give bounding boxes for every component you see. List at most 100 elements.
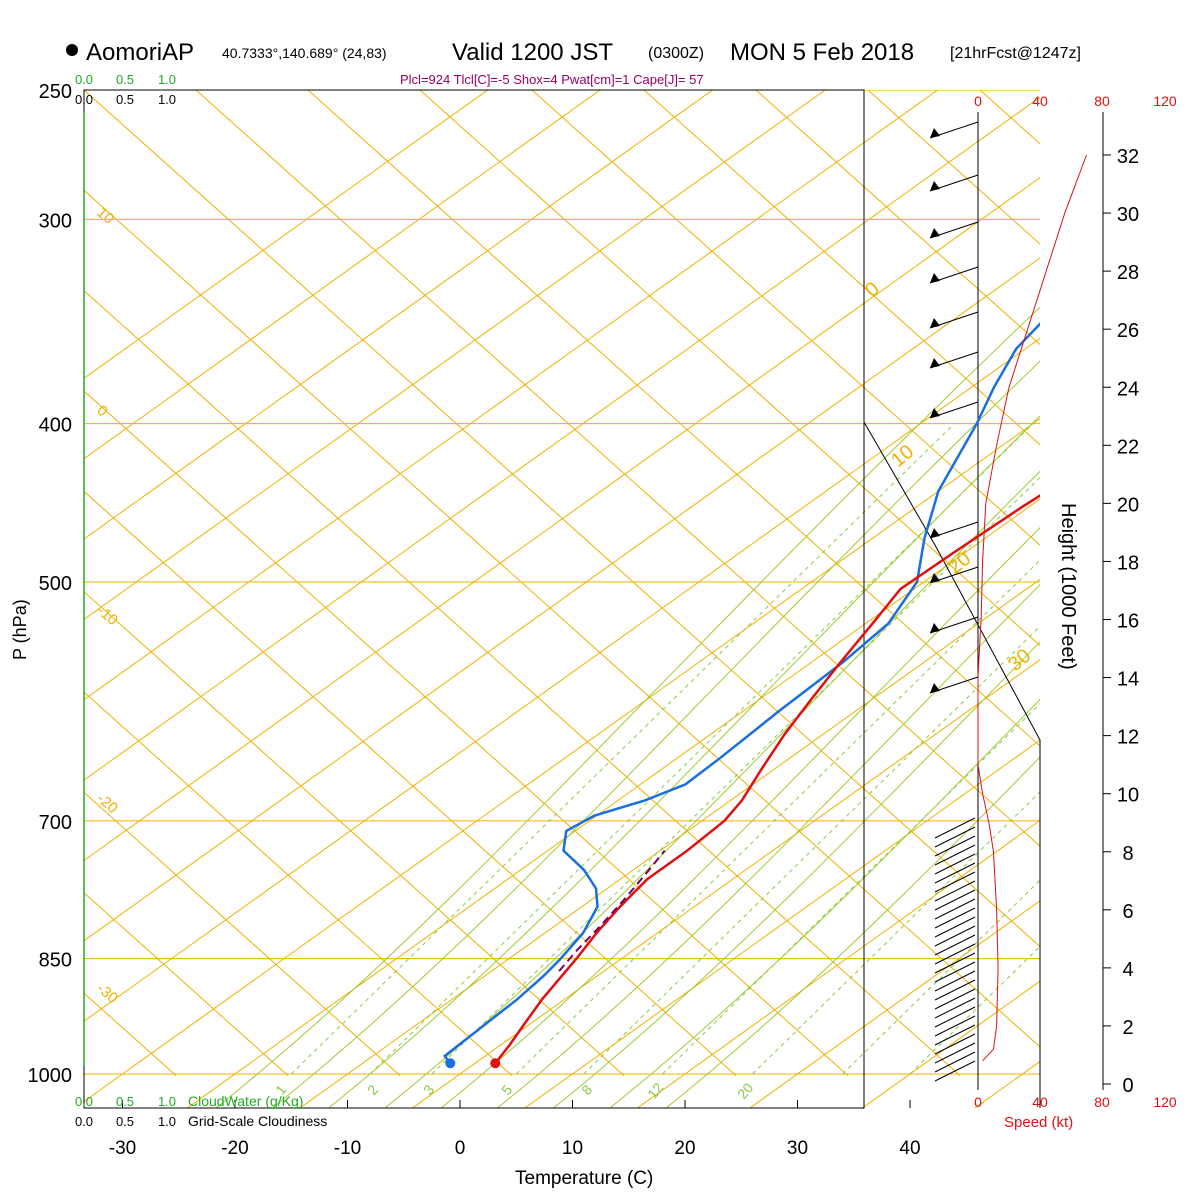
adiabat-line — [84, 992, 177, 1076]
station-name: AomoriAP — [86, 39, 194, 66]
wind-barb — [934, 1015, 976, 1037]
moist-adiabat-line — [552, 641, 1040, 1108]
forecast-info: [21hrFcst@1247z] — [950, 45, 1081, 62]
cloudiness-tick-top: 0.0 — [75, 92, 93, 107]
speed-tick-top: 120 — [1153, 93, 1177, 109]
stability-indices: Plcl=924 Tlcl[C]=-5 Shox=4 Pwat[cm]=1 Ca… — [400, 72, 704, 87]
adiabat-line — [419, 90, 1040, 647]
x-tick-label: 10 — [562, 1138, 583, 1159]
wind-barb — [934, 1051, 976, 1073]
dewpoint-profile-line — [442, 322, 1040, 1065]
mixing-ratio-line — [842, 879, 1040, 1075]
wind-barb — [934, 1006, 976, 1028]
height-tick-label: 4 — [1122, 959, 1133, 981]
cloudiness-tick-top: 0.5 — [116, 92, 134, 107]
wind-barb-flag — [930, 573, 940, 583]
wind-barb — [934, 934, 976, 956]
adiabat-line — [195, 90, 1040, 847]
wind-barb — [934, 853, 976, 875]
pressure-tick-label: 300 — [39, 210, 72, 232]
adiabat-line — [84, 189, 1040, 1048]
isotherm-line — [84, 176, 1040, 862]
speed-tick-top: 0 — [974, 93, 982, 109]
height-tick-label: 8 — [1122, 843, 1133, 865]
height-tick-label: 6 — [1122, 901, 1133, 923]
station-dot-icon — [66, 44, 78, 56]
wind-barb-flag — [930, 181, 940, 191]
wind-barb — [934, 970, 976, 992]
wind-barb — [934, 988, 976, 1010]
height-tick-label: 0 — [1122, 1075, 1133, 1097]
isotherm-line — [861, 980, 1040, 1108]
isotherm-line — [411, 659, 1040, 1108]
mixing-ratio-line — [583, 625, 1040, 1075]
adiabat-line — [84, 390, 849, 1076]
moist-adiabat-line — [271, 360, 1040, 1108]
moist-adiabat-line — [440, 526, 1040, 1108]
valid-utc: (0300Z) — [648, 45, 704, 62]
cloudwater-tick-top: 0.5 — [116, 72, 134, 87]
mixing-ratio-label: 3 — [420, 1082, 437, 1098]
cloudwater-tick-top: 1.0 — [158, 72, 176, 87]
wind-speed-profile-line — [977, 154, 1087, 1062]
mixing-ratio-label: 20 — [734, 1080, 756, 1102]
cloudwater-tick-bottom: 0.0 — [75, 1094, 93, 1109]
cloudiness-tick-bottom: 0.5 — [116, 1114, 134, 1129]
pressure-tick-label: 850 — [39, 950, 72, 972]
wind-barb — [934, 997, 976, 1019]
isotherm-label: 10 — [93, 204, 117, 228]
pressure-tick-label: 700 — [39, 812, 72, 834]
height-tick-label: 30 — [1117, 204, 1139, 226]
adiabat-line — [643, 90, 1040, 446]
height-tick-label: 28 — [1117, 262, 1139, 284]
cloudiness-label: Grid-Scale Cloudiness — [188, 1113, 327, 1129]
wind-barb — [934, 1024, 976, 1046]
wind-barb — [934, 961, 976, 983]
mixing-ratio-line — [515, 559, 1040, 1075]
wind-barb-flag — [930, 623, 940, 633]
isotherm-line — [524, 739, 1040, 1108]
wind-barb — [934, 916, 976, 938]
valid-time: Valid 1200 JST — [452, 39, 613, 66]
pressure-tick-label: 500 — [39, 573, 72, 595]
x-tick-label: -30 — [109, 1138, 136, 1159]
surface-dewpoint-marker — [445, 1058, 456, 1069]
isotherm-line — [84, 257, 1040, 942]
mixing-ratio-line — [290, 423, 955, 1075]
grid-lines — [84, 90, 1200, 1108]
parcel-path-line — [558, 849, 666, 972]
wind-panel-boundary — [863, 421, 1041, 1108]
height-tick-label: 18 — [1117, 552, 1139, 574]
profiles — [442, 322, 1040, 1069]
moist-adiabat-line — [215, 306, 1040, 1108]
mixing-ratio-label: 2 — [364, 1082, 381, 1098]
wind-barb — [934, 844, 976, 866]
wind-panel: 0246810121416182022242628303200404080801… — [929, 93, 1177, 1110]
wind-barb — [934, 826, 976, 848]
wind-barb — [934, 1033, 976, 1055]
adiabat-label: 10 — [887, 441, 918, 472]
x-tick-label: 40 — [899, 1138, 920, 1159]
isotherm-label: 0 — [93, 402, 110, 420]
wind-barb — [934, 1060, 976, 1082]
moist-adiabat-line — [496, 583, 1040, 1108]
wind-barb-flag — [930, 128, 940, 138]
isotherm-line — [186, 498, 1040, 1108]
wind-barb-flag — [930, 273, 940, 283]
speed-tick-bottom: 0 — [974, 1094, 982, 1110]
wind-barb — [934, 907, 976, 929]
adiabat-line — [84, 490, 737, 1076]
wind-barb-flag — [930, 228, 940, 238]
adiabat-line — [307, 90, 1040, 747]
mixing-ratio-line — [431, 476, 1040, 1075]
height-tick-label: 22 — [1117, 436, 1139, 458]
isotherm-line — [749, 900, 1040, 1108]
height-tick-label: 2 — [1122, 1017, 1133, 1039]
adiabat-line — [755, 90, 1040, 346]
wind-barb — [934, 862, 976, 884]
adiabat-line — [1092, 90, 1200, 1076]
wind-barb — [934, 898, 976, 920]
moist-adiabat-line — [665, 756, 1040, 1108]
mixing-ratio-line — [752, 791, 1040, 1075]
